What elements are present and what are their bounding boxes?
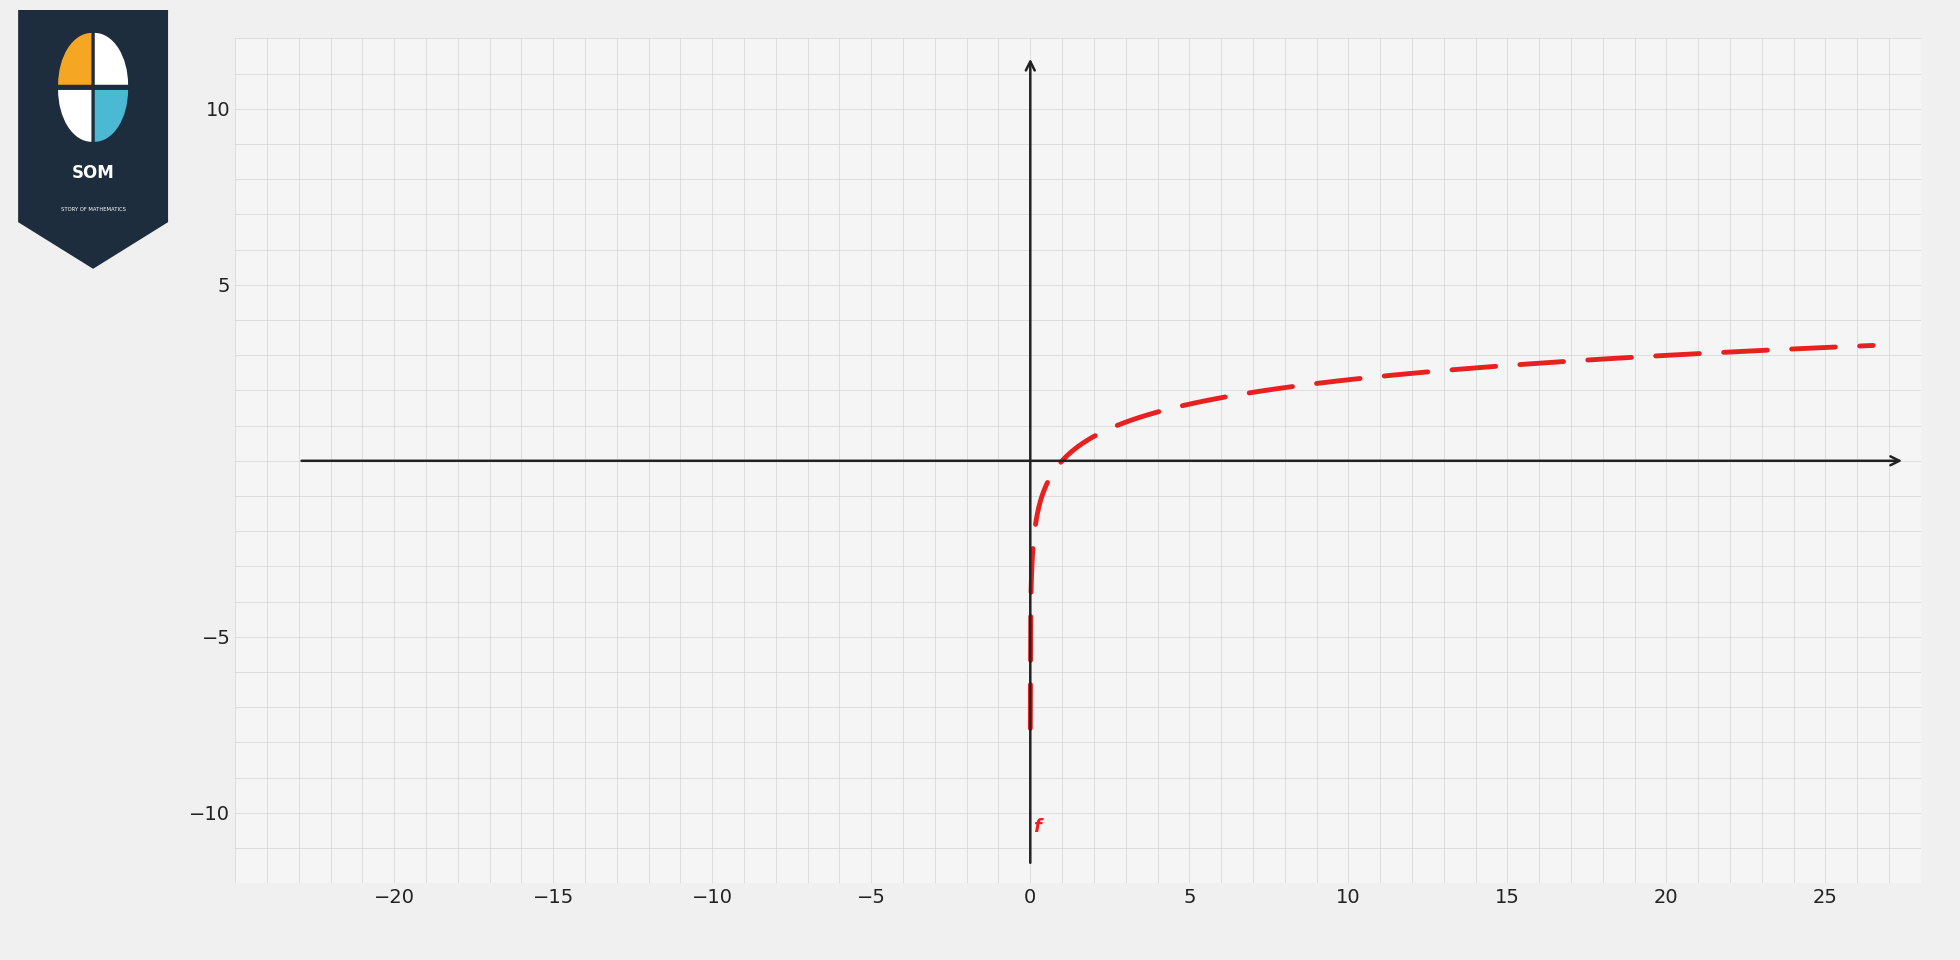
Text: STORY OF MATHEMATICS: STORY OF MATHEMATICS [61, 206, 125, 212]
Wedge shape [59, 90, 92, 142]
Wedge shape [94, 33, 127, 84]
Text: f: f [1033, 818, 1041, 836]
Wedge shape [94, 90, 127, 142]
Polygon shape [18, 10, 169, 269]
Wedge shape [59, 33, 92, 84]
Text: SOM: SOM [73, 164, 114, 181]
